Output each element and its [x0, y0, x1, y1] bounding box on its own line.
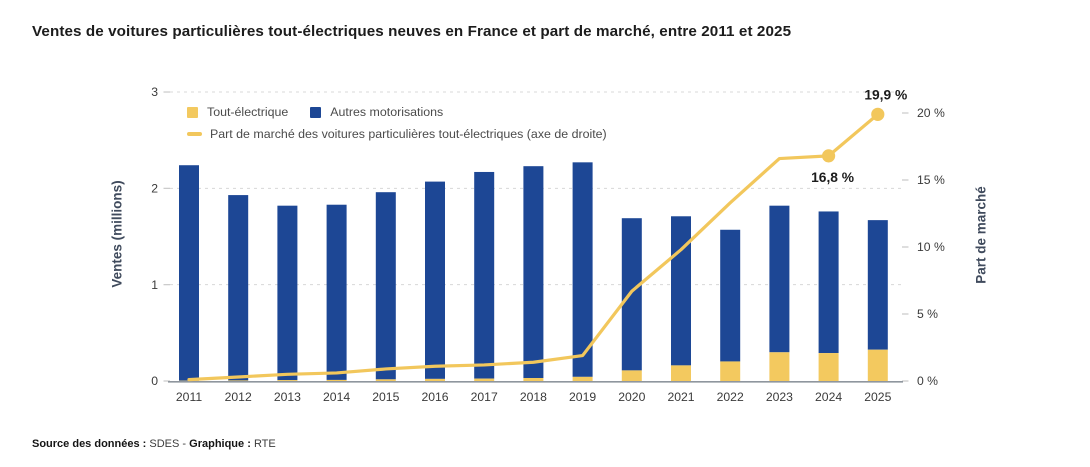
source-data-label: Source des données : — [32, 438, 147, 450]
x-tick-label-2019: 2019 — [569, 390, 596, 404]
bar-ev-2025 — [867, 349, 888, 381]
bar-other-2020 — [621, 218, 642, 371]
legend-row-bars: Tout-électrique Autres motorisations — [187, 105, 607, 119]
bar-other-2014 — [326, 204, 347, 380]
bar-ev-2017 — [474, 378, 495, 381]
source-data-value: SDES — [149, 438, 180, 450]
x-tick-label-2017: 2017 — [471, 390, 498, 404]
right-tick-label-15%: 15 % — [917, 173, 945, 187]
right-tick-label-5%: 5 % — [917, 307, 938, 321]
bar-ev-2012 — [228, 380, 249, 381]
bar-other-2015 — [375, 192, 396, 380]
market-share-line — [187, 112, 880, 382]
bar-other-2019 — [572, 162, 593, 377]
chart-title: Ventes de voitures particulières tout-él… — [32, 23, 792, 40]
bar-ev-2024 — [818, 353, 839, 381]
bar-other-2016 — [425, 181, 445, 379]
x-tick-label-2025: 2025 — [864, 390, 891, 404]
x-tick-label-2021: 2021 — [667, 390, 694, 404]
source-note: Source des données : SDES - Graphique : … — [32, 438, 276, 450]
ev-legend-swatch-icon — [187, 106, 198, 118]
bar-ev-2018 — [523, 378, 544, 381]
bar-ev-2020 — [621, 370, 642, 381]
x-tick-label-2011: 2011 — [176, 390, 202, 404]
bar-ev-2022 — [720, 361, 741, 381]
bar-other-2022 — [720, 229, 741, 362]
line-legend-label: Part de marché des voitures particulière… — [210, 127, 607, 141]
line-marker-2024 — [822, 149, 836, 163]
source-graph-label: Graphique : — [189, 438, 251, 450]
line-legend-swatch-icon — [187, 132, 202, 136]
bar-ev-2013 — [277, 380, 298, 381]
bar-other-2011 — [179, 165, 199, 381]
bar-ev-2023 — [769, 352, 790, 381]
bar-ev-2021 — [671, 365, 691, 381]
bar-ev-2015 — [375, 379, 396, 381]
ev-legend-label: Tout-électrique — [207, 105, 289, 119]
source-separator: - — [182, 438, 187, 450]
x-tick-label-2022: 2022 — [717, 390, 744, 404]
x-tick-label-2014: 2014 — [323, 390, 350, 404]
left-tick-label-3: 3 — [151, 85, 158, 99]
x-tick-label-2024: 2024 — [815, 390, 842, 404]
left-tick-label-1: 1 — [151, 278, 158, 292]
left-tick-label-2: 2 — [151, 182, 158, 196]
x-tick-label-2018: 2018 — [520, 390, 547, 404]
bar-ev-2019 — [572, 376, 593, 381]
bar-other-2023 — [769, 205, 790, 353]
x-tick-label-2012: 2012 — [225, 390, 252, 404]
left-tick-label-0: 0 — [151, 374, 158, 388]
bar-other-2012 — [228, 195, 249, 381]
x-tick-label-2016: 2016 — [421, 390, 448, 404]
bar-other-2025 — [867, 220, 888, 350]
x-tick-label-2020: 2020 — [618, 390, 645, 404]
bar-ev-2014 — [326, 379, 347, 381]
annotation-2024: 16,8 % — [811, 170, 854, 185]
line-marker-2025 — [871, 107, 885, 121]
x-tick-label-2013: 2013 — [274, 390, 301, 404]
bar-other-2017 — [474, 171, 495, 379]
right-tick-label-0%: 0 % — [917, 374, 938, 388]
annotation-2025: 19,9 % — [864, 87, 907, 102]
bar-other-2013 — [277, 205, 298, 381]
source-graph-value: RTE — [253, 438, 276, 450]
other-legend-label: Autres motorisations — [330, 105, 444, 119]
bar-other-2021 — [671, 216, 691, 366]
bar-ev-2016 — [425, 378, 445, 381]
chart-legend: Tout-électrique Autres motorisations Par… — [187, 105, 607, 149]
bar-other-2024 — [818, 211, 839, 354]
x-tick-label-2015: 2015 — [372, 390, 399, 404]
right-tick-label-20%: 20 % — [917, 106, 945, 120]
legend-row-line: Part de marché des voitures particulière… — [187, 127, 607, 141]
other-legend-swatch-icon — [310, 106, 322, 118]
bar-other-2018 — [523, 166, 544, 379]
x-tick-label-2023: 2023 — [766, 390, 793, 404]
right-tick-label-10%: 10 % — [917, 240, 945, 254]
